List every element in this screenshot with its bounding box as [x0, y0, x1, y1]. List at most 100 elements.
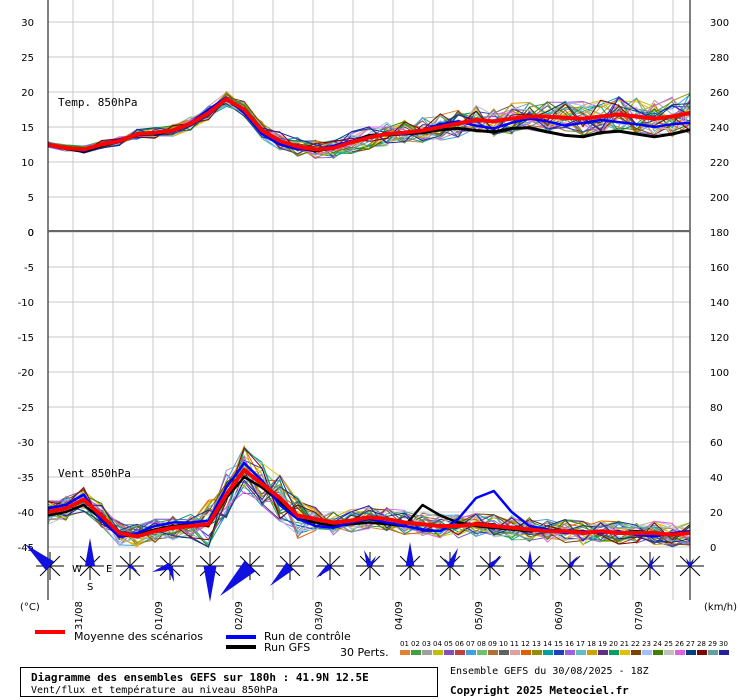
left-tick-label: -25: [18, 403, 34, 414]
right-tick-label: 100: [710, 368, 729, 379]
right-tick-label: 180: [710, 228, 729, 239]
right-tick-label: 300: [710, 18, 729, 29]
pert-swatch: [642, 650, 652, 655]
run-info: Ensemble GEFS du 30/08/2025 - 18Z: [450, 666, 649, 677]
pert-swatch: [686, 650, 696, 655]
rose-west-label: W: [72, 564, 82, 575]
rose-spoke: [329, 565, 341, 577]
pert-swatch: [576, 650, 586, 655]
left-tick-label: -30: [18, 438, 34, 449]
wind-rose: [25, 544, 64, 580]
rose-spoke: [639, 565, 651, 577]
rose-spoke: [89, 565, 101, 577]
date-label: 03/09: [314, 601, 325, 630]
wind-rose: [676, 552, 704, 580]
rose-spoke: [519, 565, 531, 577]
rose-petal: [207, 565, 214, 580]
wind-roses: [25, 538, 704, 602]
pert-number: 01: [400, 640, 409, 648]
temp-mean-line: [47, 97, 691, 152]
right-tick-label: 20: [710, 508, 723, 519]
pert-number: 16: [565, 640, 574, 648]
rose-spoke: [79, 565, 91, 577]
rose-petal: [220, 560, 256, 596]
perturbation-lines: [47, 90, 691, 549]
left-tick-label: -15: [18, 333, 34, 344]
pert-swatch: [499, 650, 509, 655]
right-tick-label: 240: [710, 123, 729, 134]
pert-number: 12: [521, 640, 530, 648]
rose-spoke: [289, 555, 301, 567]
date-label: 06/09: [554, 601, 565, 630]
pert-swatch: [455, 650, 465, 655]
date-label: 01/09: [154, 601, 165, 630]
rose-petal: [167, 565, 174, 582]
rose-petal: [527, 550, 533, 566]
left-tick-label: 0: [28, 228, 34, 239]
legend-gfs-label: Run GFS: [264, 641, 310, 654]
right-tick-label: 60: [710, 438, 723, 449]
rose-spoke: [479, 565, 491, 577]
pert-number: 18: [587, 640, 596, 648]
pert-swatch: [510, 650, 520, 655]
rose-petal: [25, 544, 54, 571]
pert-swatch: [697, 650, 707, 655]
right-tick-label: 40: [710, 473, 723, 484]
pert-swatch: [565, 650, 575, 655]
right-tick-label: 260: [710, 88, 729, 99]
pert-number: 08: [477, 640, 486, 648]
axes: 30 25 20 15 10 5 0 300 280 260 240 220 200 0 -5 -10 -15 -…: [18, 0, 729, 630]
perts-label: 30 Perts.: [340, 646, 389, 659]
pert-number: 07: [466, 640, 475, 648]
rose-petal: [405, 542, 415, 566]
rose-spoke: [479, 555, 491, 567]
pert-swatch: [587, 650, 597, 655]
wind-rose: [476, 552, 504, 580]
wind-perturbation-line: [47, 475, 691, 543]
wind-perturbation-line: [47, 470, 691, 547]
pert-swatch: [708, 650, 718, 655]
pert-number: 19: [598, 640, 607, 648]
wind-rose: [196, 552, 224, 602]
wind-mean-line: [47, 468, 691, 539]
rose-spoke: [279, 555, 291, 567]
pert-number: 29: [708, 640, 717, 648]
rose-spoke: [399, 565, 411, 577]
rose-spoke: [439, 565, 451, 577]
pert-swatch: [488, 650, 498, 655]
legend-control-label: Run de contrôle: [264, 630, 351, 643]
pert-swatch: [444, 650, 454, 655]
pert-number: 04: [433, 640, 442, 648]
pert-number: 09: [488, 640, 497, 648]
pert-number: 02: [411, 640, 420, 648]
left-tick-label: -40: [18, 508, 34, 519]
pert-swatch: [466, 650, 476, 655]
rose-spoke: [119, 555, 131, 567]
rose-east-label: E: [106, 564, 112, 575]
rose-spoke: [559, 565, 571, 577]
rose-spoke: [599, 565, 611, 577]
rose-spoke: [329, 555, 341, 567]
temp-perturbation-line: [47, 101, 691, 154]
date-label: 04/09: [394, 601, 405, 630]
pert-number: 05: [444, 640, 453, 648]
chart-subtitle: Vent/flux et température au niveau 850hP…: [31, 685, 278, 696]
right-tick-label: 160: [710, 263, 729, 274]
pert-swatch: [609, 650, 619, 655]
rose-petal: [648, 564, 656, 572]
pert-swatch: [411, 650, 421, 655]
rose-spoke: [679, 565, 691, 577]
pert-number: 06: [455, 640, 464, 648]
pert-swatch: [422, 650, 432, 655]
left-tick-label: -45: [18, 543, 34, 554]
pert-swatch: [653, 650, 663, 655]
rose-petal: [128, 564, 138, 572]
copyright: Copyright 2025 Meteociel.fr: [450, 684, 629, 697]
pert-swatch: [631, 650, 641, 655]
pert-number: 03: [422, 640, 431, 648]
rose-petal: [84, 538, 96, 566]
date-label: 02/09: [234, 601, 245, 630]
wind-rose: [76, 538, 104, 580]
rose-spoke: [209, 555, 221, 567]
rose-spoke: [129, 555, 141, 567]
